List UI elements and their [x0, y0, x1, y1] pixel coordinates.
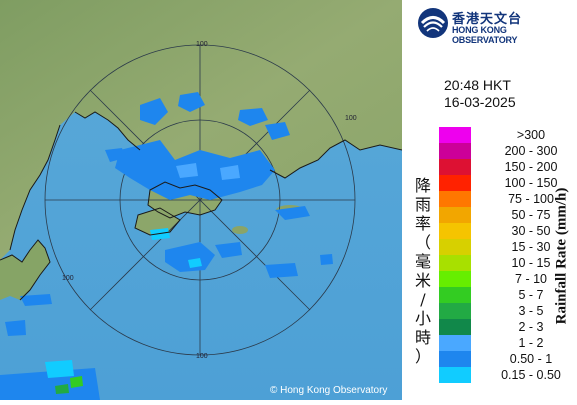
copyright-text: © Hong Kong Observatory — [270, 385, 388, 396]
ring-label-south: 100 — [196, 353, 208, 360]
ring-label-north: 100 — [196, 41, 208, 48]
legend-swatch — [439, 175, 471, 191]
ring-label-east: 100 — [345, 115, 357, 122]
rainfall-legend: >300 200 - 300 150 - 200 100 - 150 75 - 100 5… — [439, 127, 577, 383]
legend-swatch — [439, 207, 471, 223]
legend-label: 0.50 - 1 — [509, 352, 553, 366]
legend-row: 0.50 - 1 — [439, 351, 577, 367]
mainland — [0, 0, 402, 260]
legend-swatch — [439, 239, 471, 255]
legend-row: 10 - 15 — [439, 255, 577, 271]
legend-label: 10 - 15 — [511, 256, 551, 270]
radar-map-svg: 100 100 100 100 — [0, 0, 403, 400]
time-label: 20:48 HKT — [444, 77, 511, 93]
legend-label: 15 - 30 — [511, 240, 551, 254]
legend-label: 50 - 75 — [511, 208, 551, 222]
legend-row: 0.15 - 0.50 — [439, 367, 577, 383]
legend-row: 15 - 30 — [439, 239, 577, 255]
legend-label: 150 - 200 — [504, 160, 558, 174]
legend-swatch — [439, 127, 471, 143]
legend-label: 30 - 50 — [511, 224, 551, 238]
west-land — [0, 240, 50, 300]
legend-label: 0.15 - 0.50 — [501, 368, 561, 382]
rain-echoes — [0, 92, 333, 400]
ring-label-west: 100 — [62, 275, 74, 282]
lantau-island — [135, 208, 180, 235]
legend-swatch — [439, 223, 471, 239]
range-rings — [44, 44, 356, 356]
timestamp: 20:48 HKT 16-03-2025 — [444, 77, 516, 111]
legend-row: 7 - 10 — [439, 271, 577, 287]
legend-axis-label-zh: 降雨率（毫米 / 小時） — [414, 176, 431, 366]
legend-row: 200 - 300 — [439, 143, 577, 159]
legend-swatch — [439, 303, 471, 319]
legend-label: >300 — [516, 128, 546, 142]
legend-label: 1 - 2 — [518, 336, 544, 350]
legend-row: 75 - 100 — [439, 191, 577, 207]
legend-swatch — [439, 335, 471, 351]
legend-swatch — [439, 319, 471, 335]
legend-row: 3 - 5 — [439, 303, 577, 319]
date-label: 16-03-2025 — [444, 94, 516, 110]
hko-swirl-logo-icon — [418, 8, 448, 38]
legend-row: 2 - 3 — [439, 319, 577, 335]
legend-swatch — [439, 367, 471, 383]
legend-swatch — [439, 143, 471, 159]
island — [232, 226, 248, 234]
legend-row: 30 - 50 — [439, 223, 577, 239]
legend-label: 7 - 10 — [515, 272, 547, 286]
legend-panel: 香港天文台 HONG KONG OBSERVATORY 20:48 HKT 16… — [402, 0, 577, 400]
legend-swatch — [439, 255, 471, 271]
legend-label: 3 - 5 — [518, 304, 544, 318]
legend-swatch — [439, 159, 471, 175]
logo-name-en: HONG KONG OBSERVATORY — [452, 25, 518, 45]
legend-row: 150 - 200 — [439, 159, 577, 175]
hko-logo: 香港天文台 HONG KONG OBSERVATORY — [414, 6, 574, 45]
legend-label: 2 - 3 — [518, 320, 544, 334]
legend-row: 50 - 75 — [439, 207, 577, 223]
legend-swatch — [439, 351, 471, 367]
legend-row: >300 — [439, 127, 577, 143]
legend-swatch — [439, 271, 471, 287]
legend-label: 200 - 300 — [504, 144, 558, 158]
legend-row: 1 - 2 — [439, 335, 577, 351]
logo-name-zh: 香港天文台 — [452, 12, 523, 27]
legend-label: 5 - 7 — [518, 288, 544, 302]
legend-swatch — [439, 191, 471, 207]
radar-map: 100 100 100 100 — [0, 0, 403, 400]
legend-swatch — [439, 287, 471, 303]
coastlines — [0, 111, 403, 301]
legend-row: 5 - 7 — [439, 287, 577, 303]
legend-label: 100 - 150 — [504, 176, 558, 190]
legend-label: 75 - 100 — [508, 192, 554, 206]
legend-row: 100 - 150 — [439, 175, 577, 191]
